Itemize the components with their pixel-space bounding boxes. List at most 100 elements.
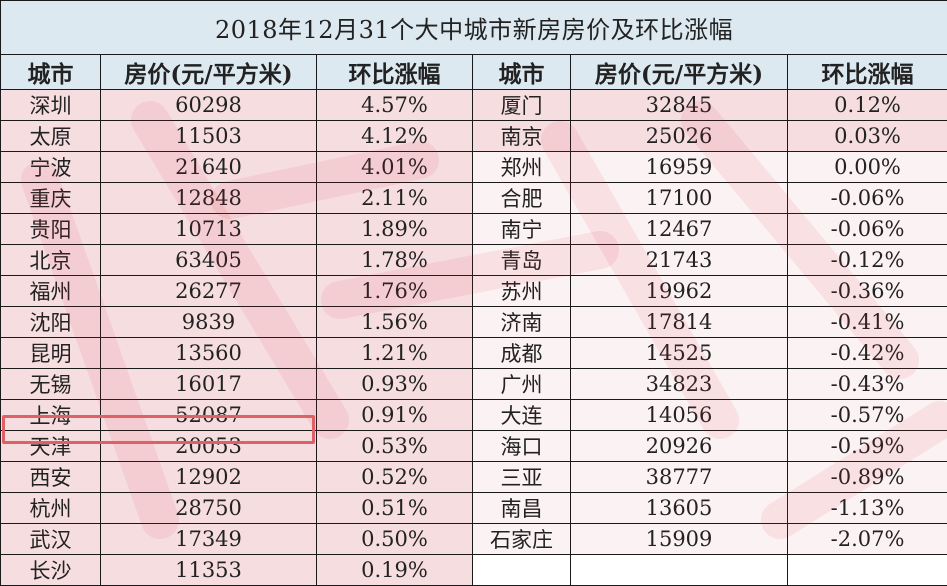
right-change-cell: -0.57%: [788, 400, 947, 431]
right-price-cell: 17814: [571, 307, 788, 338]
right-city-cell: 南京: [473, 121, 571, 152]
right-price-cell: 17100: [571, 183, 788, 214]
right-change-cell: -0.12%: [788, 245, 947, 276]
right-city-cell: 三亚: [473, 462, 571, 493]
left-price-cell: 17349: [101, 524, 317, 555]
left-change-cell: 2.11%: [317, 183, 473, 214]
right-city-cell: 济南: [473, 307, 571, 338]
table-title: 2018年12月31个大中城市新房房价及环比涨幅: [1, 1, 947, 55]
left-city-cell: 贵阳: [1, 214, 101, 245]
left-price-cell: 60298: [101, 90, 317, 121]
header-city-left: 城市: [1, 55, 101, 90]
right-change-cell: -0.06%: [788, 183, 947, 214]
right-change-cell: -0.36%: [788, 276, 947, 307]
left-city-cell: 西安: [1, 462, 101, 493]
right-change-cell: -0.06%: [788, 214, 947, 245]
left-city-cell: 长沙: [1, 555, 101, 586]
right-price-cell: 32845: [571, 90, 788, 121]
right-change-cell: 0.12%: [788, 90, 947, 121]
right-change-cell: -2.07%: [788, 524, 947, 555]
right-price-cell: 12467: [571, 214, 788, 245]
right-price-cell: 34823: [571, 369, 788, 400]
right-price-cell: 20926: [571, 431, 788, 462]
right-change-cell: -0.42%: [788, 338, 947, 369]
right-change-cell: [788, 555, 947, 586]
left-city-cell: 重庆: [1, 183, 101, 214]
right-change-cell: -0.43%: [788, 369, 947, 400]
left-city-cell: 武汉: [1, 524, 101, 555]
left-city-cell: 北京: [1, 245, 101, 276]
header-price-left: 房价(元/平方米): [101, 55, 317, 90]
right-change-cell: -0.59%: [788, 431, 947, 462]
highlight-box-tianjin: [2, 415, 315, 444]
left-price-cell: 9839: [101, 307, 317, 338]
left-price-cell: 16017: [101, 369, 317, 400]
right-price-cell: [571, 555, 788, 586]
right-price-cell: 14056: [571, 400, 788, 431]
header-price-right: 房价(元/平方米): [571, 55, 788, 90]
left-price-cell: 26277: [101, 276, 317, 307]
right-change-cell: -0.41%: [788, 307, 947, 338]
header-change-left: 环比涨幅: [317, 55, 473, 90]
left-change-cell: 1.78%: [317, 245, 473, 276]
left-change-cell: 1.56%: [317, 307, 473, 338]
right-change-cell: -0.89%: [788, 462, 947, 493]
left-price-cell: 21640: [101, 152, 317, 183]
left-change-cell: 0.53%: [317, 431, 473, 462]
right-city-cell: 苏州: [473, 276, 571, 307]
right-city-cell: 南宁: [473, 214, 571, 245]
left-change-cell: 0.91%: [317, 400, 473, 431]
right-city-cell: 大连: [473, 400, 571, 431]
left-change-cell: 1.76%: [317, 276, 473, 307]
right-price-cell: 16959: [571, 152, 788, 183]
right-price-cell: 38777: [571, 462, 788, 493]
left-city-cell: 太原: [1, 121, 101, 152]
left-change-cell: 4.57%: [317, 90, 473, 121]
right-city-cell: [473, 555, 571, 586]
right-city-cell: 海口: [473, 431, 571, 462]
left-change-cell: 0.50%: [317, 524, 473, 555]
right-city-cell: 郑州: [473, 152, 571, 183]
left-change-cell: 0.51%: [317, 493, 473, 524]
header-row: 城市 房价(元/平方米) 环比涨幅 城市 房价(元/平方米) 环比涨幅: [1, 55, 947, 90]
left-city-cell: 深圳: [1, 90, 101, 121]
left-price-cell: 13560: [101, 338, 317, 369]
left-price-cell: 11353: [101, 555, 317, 586]
header-change-right: 环比涨幅: [788, 55, 947, 90]
left-price-cell: 12902: [101, 462, 317, 493]
left-change-cell: 0.93%: [317, 369, 473, 400]
price-table-document: 2018年12月31个大中城市新房房价及环比涨幅 城市 房价(元/平方米) 环比…: [0, 0, 947, 565]
left-change-cell: 0.52%: [317, 462, 473, 493]
left-city-cell: 沈阳: [1, 307, 101, 338]
right-city-cell: 广州: [473, 369, 571, 400]
right-change-cell: 0.00%: [788, 152, 947, 183]
right-city-cell: 成都: [473, 338, 571, 369]
left-change-cell: 4.12%: [317, 121, 473, 152]
right-city-cell: 青岛: [473, 245, 571, 276]
left-city-cell: 福州: [1, 276, 101, 307]
right-city-cell: 南昌: [473, 493, 571, 524]
left-city-cell: 昆明: [1, 338, 101, 369]
left-city-cell: 杭州: [1, 493, 101, 524]
left-price-cell: 63405: [101, 245, 317, 276]
right-change-cell: 0.03%: [788, 121, 947, 152]
right-price-cell: 19962: [571, 276, 788, 307]
left-change-cell: 4.01%: [317, 152, 473, 183]
left-price-cell: 12848: [101, 183, 317, 214]
right-price-cell: 14525: [571, 338, 788, 369]
left-price-cell: 11503: [101, 121, 317, 152]
left-change-cell: 1.89%: [317, 214, 473, 245]
